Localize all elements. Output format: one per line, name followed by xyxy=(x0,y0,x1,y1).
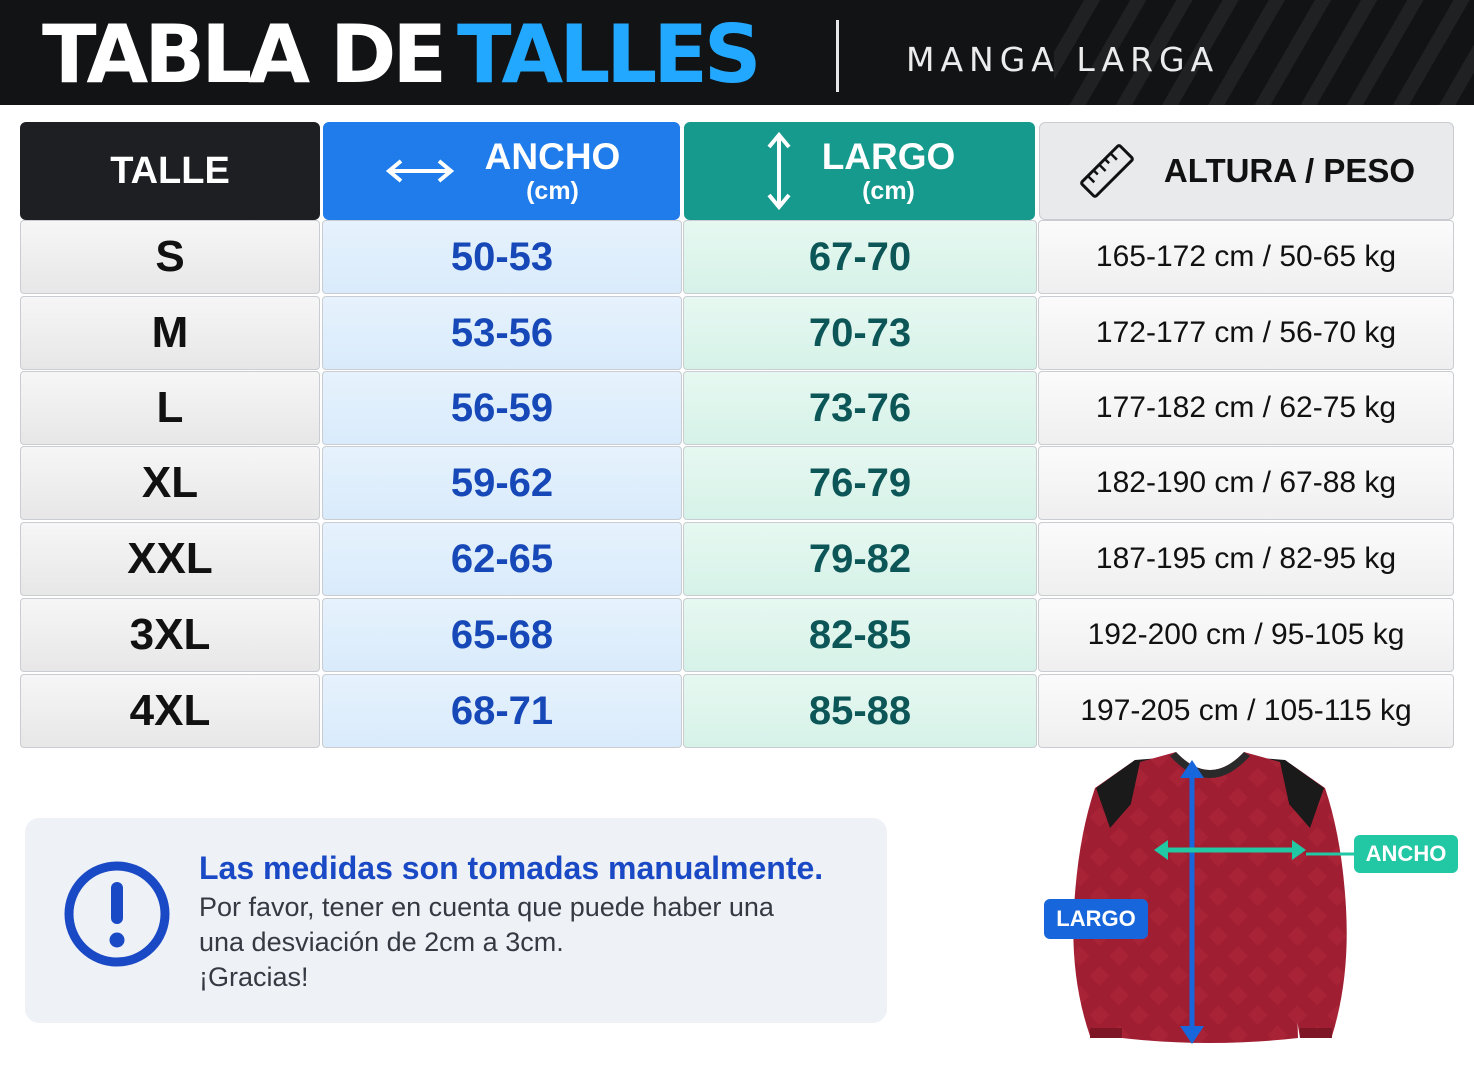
size-cell: 4XL xyxy=(20,674,320,748)
altura-peso-cell: 165-172 cm / 50-65 kg xyxy=(1038,220,1454,294)
largo-cell: 67-70 xyxy=(683,220,1037,294)
altura-peso-cell: 172-177 cm / 56-70 kg xyxy=(1038,296,1454,370)
altura-peso-cell: 187-195 cm / 82-95 kg xyxy=(1038,522,1454,596)
ruler-icon xyxy=(1078,142,1136,200)
table-row: L 56-59 73-76 177-182 cm / 62-75 kg xyxy=(20,371,1454,445)
header-largo-label: LARGO xyxy=(821,136,956,177)
header-ancho: ANCHO (cm) xyxy=(323,122,680,220)
altura-peso-cell: 192-200 cm / 95-105 kg xyxy=(1038,598,1454,672)
table-row: 3XL 65-68 82-85 192-200 cm / 95-105 kg xyxy=(20,598,1454,672)
size-cell: XL xyxy=(20,446,320,520)
title-white: TABLA DE xyxy=(42,8,447,101)
table-row: M 53-56 70-73 172-177 cm / 56-70 kg xyxy=(20,296,1454,370)
largo-cell: 82-85 xyxy=(683,598,1037,672)
header-stripes xyxy=(1054,0,1474,105)
ancho-cell: 50-53 xyxy=(322,220,682,294)
ancho-cell: 53-56 xyxy=(322,296,682,370)
vertical-arrow-icon xyxy=(764,131,794,211)
largo-cell: 85-88 xyxy=(683,674,1037,748)
ancho-cell: 59-62 xyxy=(322,446,682,520)
header-banner: TABLA DE TALLES MANGA LARGA xyxy=(0,0,1474,105)
size-cell: S xyxy=(20,220,320,294)
header-largo-unit: (cm) xyxy=(862,177,915,205)
header-talle: TALLE xyxy=(20,122,320,220)
disclaimer-line-1: Por favor, tener en cuenta que puede hab… xyxy=(199,892,774,922)
disclaimer-title: Las medidas son tomadas manualmente. xyxy=(199,850,824,886)
disclaimer-line-3: ¡Gracias! xyxy=(199,962,309,992)
title-blue: TALLES xyxy=(457,8,761,101)
size-cell: XXL xyxy=(20,522,320,596)
header-talle-label: TALLE xyxy=(110,149,230,192)
page-title: TABLA DE TALLES xyxy=(42,8,762,101)
header-ancho-label: ANCHO xyxy=(484,136,621,177)
altura-peso-cell: 177-182 cm / 62-75 kg xyxy=(1038,371,1454,445)
table-row: XXL 62-65 79-82 187-195 cm / 82-95 kg xyxy=(20,522,1454,596)
size-cell: L xyxy=(20,371,320,445)
disclaimer-line-2: una desviación de 2cm a 3cm. xyxy=(199,927,564,957)
largo-tag: LARGO xyxy=(1044,899,1148,939)
table-row: S 50-53 67-70 165-172 cm / 50-65 kg xyxy=(20,220,1454,294)
ancho-cell: 62-65 xyxy=(322,522,682,596)
disclaimer-box: Las medidas son tomadas manualmente. Por… xyxy=(25,818,887,1023)
header-ancho-unit: (cm) xyxy=(526,177,579,205)
size-cell: M xyxy=(20,296,320,370)
exclamation-circle-icon xyxy=(63,860,171,972)
largo-cell: 76-79 xyxy=(683,446,1037,520)
ancho-tag: ANCHO xyxy=(1354,835,1458,873)
table-row: XL 59-62 76-79 182-190 cm / 67-88 kg xyxy=(20,446,1454,520)
ancho-cell: 68-71 xyxy=(322,674,682,748)
header-largo: LARGO (cm) xyxy=(684,122,1035,220)
horizontal-arrow-icon xyxy=(383,156,457,186)
header-altura-peso-label: ALTURA / PESO xyxy=(1163,152,1416,189)
largo-cell: 73-76 xyxy=(683,371,1037,445)
ancho-cell: 56-59 xyxy=(322,371,682,445)
altura-peso-cell: 197-205 cm / 105-115 kg xyxy=(1038,674,1454,748)
page-subtitle: MANGA LARGA xyxy=(906,40,1220,79)
altura-peso-cell: 182-190 cm / 67-88 kg xyxy=(1038,446,1454,520)
table-row: 4XL 68-71 85-88 197-205 cm / 105-115 kg xyxy=(20,674,1454,748)
largo-cell: 70-73 xyxy=(683,296,1037,370)
ancho-cell: 65-68 xyxy=(322,598,682,672)
header-altura-peso: ALTURA / PESO xyxy=(1039,122,1454,220)
size-cell: 3XL xyxy=(20,598,320,672)
header-divider xyxy=(836,20,839,92)
largo-cell: 79-82 xyxy=(683,522,1037,596)
